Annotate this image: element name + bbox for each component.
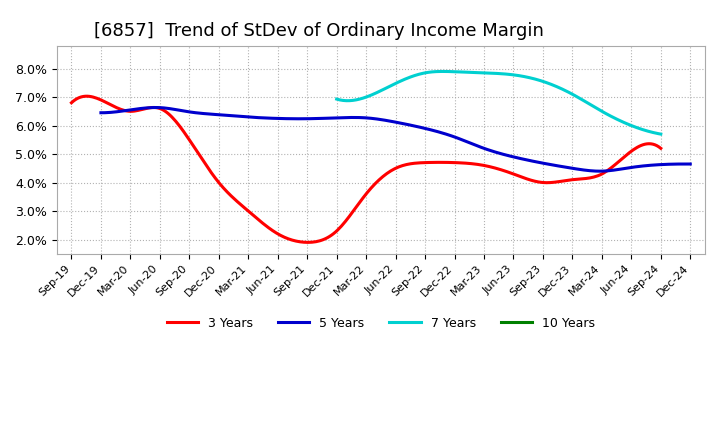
Text: [6857]  Trend of StDev of Ordinary Income Margin: [6857] Trend of StDev of Ordinary Income… xyxy=(94,22,544,40)
Legend: 3 Years, 5 Years, 7 Years, 10 Years: 3 Years, 5 Years, 7 Years, 10 Years xyxy=(162,312,600,335)
